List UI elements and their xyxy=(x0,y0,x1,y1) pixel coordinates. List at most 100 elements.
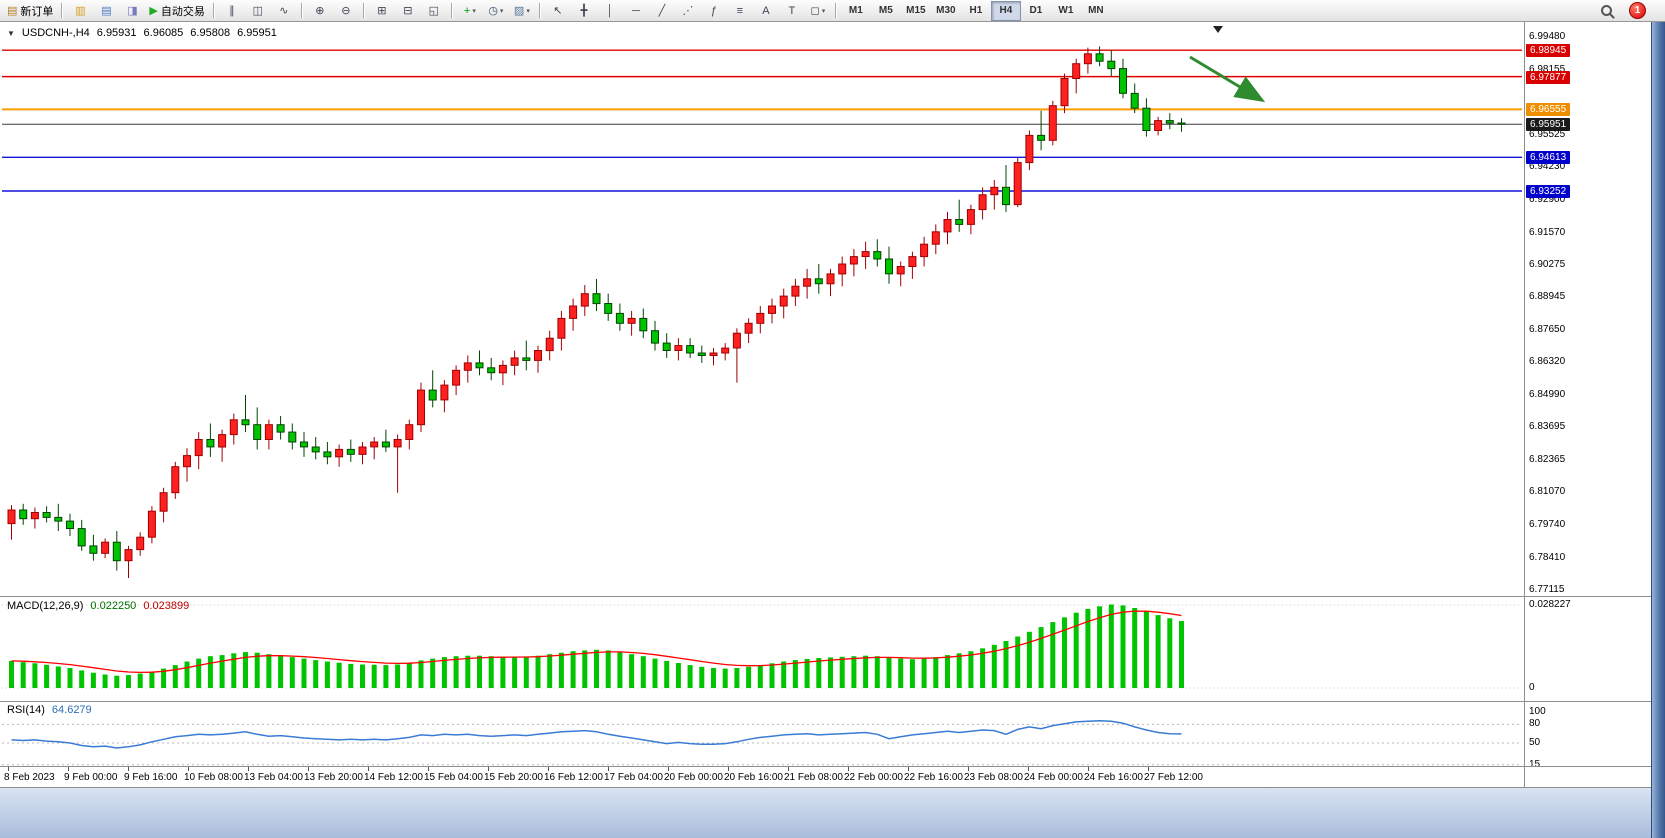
macd-bar xyxy=(90,672,96,688)
navigator-button[interactable]: ◨ xyxy=(119,1,145,21)
macd-bar xyxy=(991,644,997,688)
collapse-chart-icon[interactable]: ▼ xyxy=(7,28,15,38)
candle xyxy=(1142,107,1151,131)
text-button[interactable]: A xyxy=(753,1,779,21)
rsi-chart[interactable] xyxy=(2,702,1522,766)
timeframe-mn[interactable]: MN xyxy=(1088,5,1104,16)
new-order-button[interactable]: ▤ 新订单 xyxy=(3,1,57,21)
candle xyxy=(686,345,695,354)
periods-button[interactable]: ◷ ▾ xyxy=(483,1,509,21)
arrange-windows-icon: ◱ xyxy=(428,4,440,17)
time-axis-tick xyxy=(248,767,249,771)
main-chart[interactable] xyxy=(2,23,1522,596)
pane-separator[interactable] xyxy=(0,701,1653,702)
notification-badge[interactable]: 1 xyxy=(1629,2,1646,19)
arrange-windows-button[interactable]: ◱ xyxy=(421,1,447,21)
price-axis-label: 6.94230 xyxy=(1529,160,1566,172)
macd-bar xyxy=(219,655,225,688)
line-chart-button[interactable]: ∿ xyxy=(271,1,297,21)
candlestick-chart-button[interactable]: ◫ xyxy=(245,1,271,21)
time-axis-tick xyxy=(908,767,909,771)
candle xyxy=(943,219,952,233)
time-axis-tick xyxy=(668,767,669,771)
candle xyxy=(662,342,671,352)
macd-bar xyxy=(406,662,412,688)
candle xyxy=(194,439,203,457)
vertical-scrollbar[interactable] xyxy=(1651,22,1665,838)
market-watch-button[interactable]: ▥ xyxy=(67,1,93,21)
zoom-in-button[interactable]: ⊕ xyxy=(307,1,333,21)
pane-separator[interactable] xyxy=(0,596,1653,597)
time-axis-label: 15 Feb 20:00 xyxy=(484,772,543,783)
horizontal-line-button[interactable]: ─ xyxy=(623,1,649,21)
toolbar-group: ↖ ╋ │ ─ ╱ ⋰ ƒ ≡ A T ◻ ▾ xyxy=(545,0,831,22)
bar-chart-button[interactable]: ∥ xyxy=(219,1,245,21)
candle xyxy=(452,369,461,386)
time-axis[interactable]: 8 Feb 2023 9 Feb 00:00 9 Feb 16:00 10 Feb 0… xyxy=(0,767,1653,787)
macd-bar xyxy=(781,661,787,688)
ohlc-open: 6.95931 xyxy=(96,27,137,39)
candle xyxy=(615,312,624,324)
timeframe-w1[interactable]: W1 xyxy=(1058,5,1074,16)
channel-button[interactable]: ⋰ xyxy=(675,1,701,21)
macd-bar xyxy=(301,658,307,688)
timeframe-h4[interactable]: H4 xyxy=(990,0,1021,21)
price-axis-label: 6.91570 xyxy=(1529,226,1566,238)
macd-bar xyxy=(1026,631,1032,688)
data-window-button[interactable]: ▤ xyxy=(93,1,119,21)
candle xyxy=(534,350,542,361)
macd-bar xyxy=(652,658,658,688)
auto-trading-button[interactable]: ▶ 自动交易 xyxy=(145,1,208,21)
timeframe-h1[interactable]: H1 xyxy=(969,5,983,16)
candle xyxy=(311,446,320,453)
axis-separator xyxy=(1524,22,1525,787)
macd-bar xyxy=(172,665,178,688)
trendline-button[interactable]: ╱ xyxy=(649,1,675,21)
macd-bar xyxy=(20,662,26,688)
chart-shift-marker-icon[interactable] xyxy=(1213,26,1223,33)
cascade-windows-button[interactable]: ⊟ xyxy=(395,1,421,21)
timeframe-m30[interactable]: M30 xyxy=(936,5,956,16)
crosshair-button[interactable]: ╋ xyxy=(571,1,597,21)
macd-bar xyxy=(1073,612,1079,688)
macd-bar xyxy=(441,657,447,688)
tile-windows-button[interactable]: ⊞ xyxy=(369,1,395,21)
timeframe-m15[interactable]: M15 xyxy=(906,5,926,16)
time-axis-tick xyxy=(428,767,429,771)
cursor-button[interactable]: ↖ xyxy=(545,1,571,21)
candle xyxy=(744,322,753,334)
zoom-out-button[interactable]: ⊖ xyxy=(333,1,359,21)
macd-bar xyxy=(746,666,752,688)
time-axis-tick xyxy=(608,767,609,771)
search-icon xyxy=(1600,5,1612,16)
dropdown-arrow-icon: ▾ xyxy=(526,7,530,15)
macd-bar xyxy=(956,653,962,688)
candle xyxy=(966,209,975,225)
time-axis-tick xyxy=(188,767,189,771)
zoom-in-icon: ⊕ xyxy=(315,4,325,17)
macd-bar xyxy=(804,658,810,688)
candle xyxy=(300,441,308,448)
templates-button[interactable]: ▨ ▾ xyxy=(509,1,535,21)
toolbar-group: ∥ ◫ ∿ xyxy=(219,0,297,22)
trend-arrow-annotation[interactable] xyxy=(1189,55,1266,103)
search-button[interactable] xyxy=(1593,1,1619,21)
fibonacci-button[interactable]: ƒ xyxy=(701,1,727,21)
toolbar-separator xyxy=(538,3,541,18)
price-axis[interactable]: 6.99480 6.98155 6.95525 6.94230 6.92900 6.915… xyxy=(1525,22,1652,787)
macd-chart[interactable] xyxy=(2,597,1522,701)
toolbar-separator xyxy=(61,3,64,18)
candle xyxy=(66,520,74,530)
shapes-button[interactable]: ◻ ▾ xyxy=(805,1,831,21)
timeframe-m5[interactable]: M5 xyxy=(878,5,893,16)
equidistant-button[interactable]: ≡ xyxy=(727,1,753,21)
dropdown-arrow-icon: ▾ xyxy=(499,7,504,15)
timeframe-d1[interactable]: D1 xyxy=(1029,5,1043,16)
macd-bar xyxy=(102,674,108,688)
indicators-button[interactable]: + ▾ xyxy=(457,1,483,21)
timeframe-m1[interactable]: M1 xyxy=(848,5,863,16)
vertical-line-button[interactable]: │ xyxy=(597,1,623,21)
toolbar-right: 1 xyxy=(1593,1,1646,21)
candle xyxy=(1048,105,1057,141)
label-button[interactable]: T xyxy=(779,1,805,21)
